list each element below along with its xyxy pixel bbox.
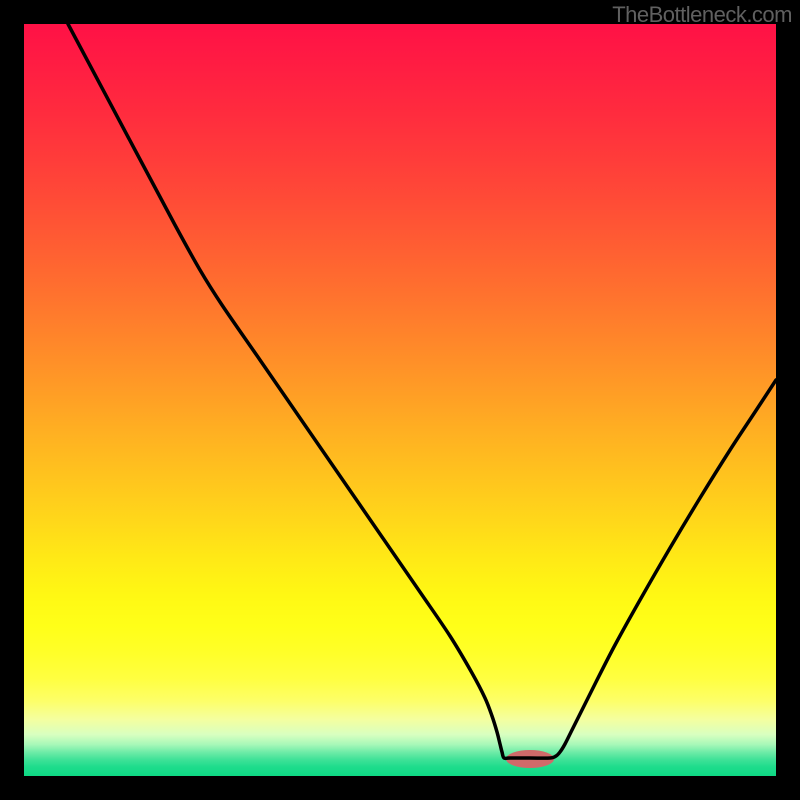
- watermark-text: TheBottleneck.com: [612, 2, 792, 28]
- chart-svg: [0, 0, 800, 800]
- plot-background: [24, 24, 776, 776]
- bottleneck-chart: TheBottleneck.com: [0, 0, 800, 800]
